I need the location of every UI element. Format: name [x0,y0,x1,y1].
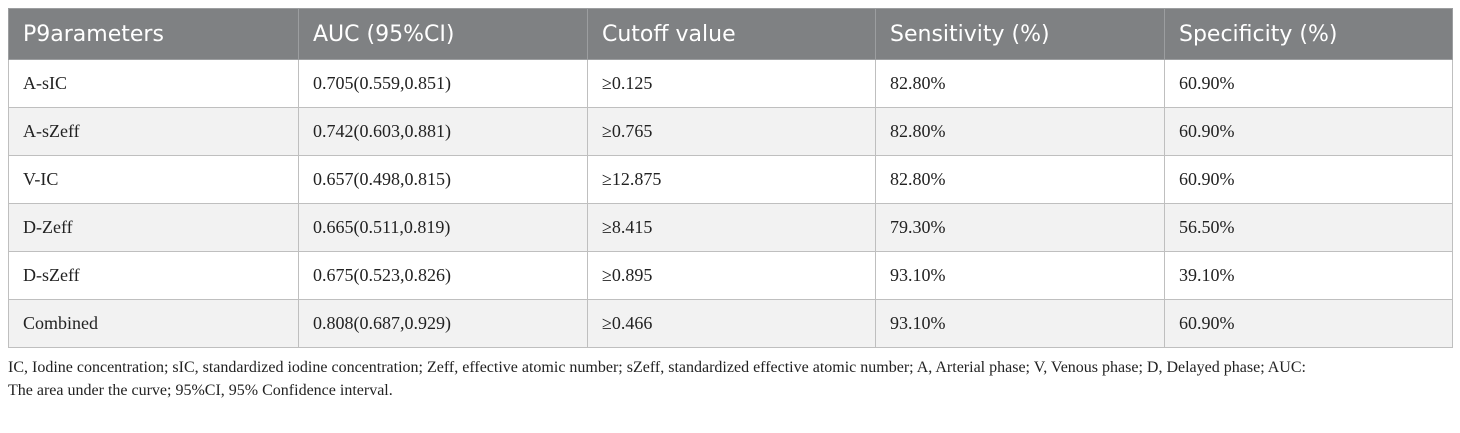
cell-specificity: 56.50% [1164,203,1453,252]
cell-cutoff: ≥0.765 [587,107,876,156]
column-header-specificity: Specificity (%) [1164,8,1453,60]
cell-parameter: A-sZeff [8,107,299,156]
cell-cutoff: ≥0.466 [587,299,876,348]
table-row: V-IC 0.657(0.498,0.815) ≥12.875 82.80% 6… [8,155,1453,204]
cell-parameter: D-Zeff [8,203,299,252]
cell-sensitivity: 82.80% [875,107,1165,156]
cell-specificity: 60.90% [1164,299,1453,348]
cell-cutoff: ≥12.875 [587,155,876,204]
cell-specificity: 60.90% [1164,59,1453,108]
column-header-parameters: P9arameters [8,8,299,60]
cell-sensitivity: 82.80% [875,155,1165,204]
table-row: D-Zeff 0.665(0.511,0.819) ≥8.415 79.30% … [8,203,1453,252]
table-row: A-sIC 0.705(0.559,0.851) ≥0.125 82.80% 6… [8,59,1453,108]
footnote-line-1: IC, Iodine concentration; sIC, standardi… [8,359,1306,376]
cell-auc: 0.742(0.603,0.881) [298,107,588,156]
column-header-auc: AUC (95%CI) [298,8,588,60]
cell-cutoff: ≥8.415 [587,203,876,252]
cell-auc: 0.657(0.498,0.815) [298,155,588,204]
cell-specificity: 39.10% [1164,251,1453,300]
column-header-sensitivity: Sensitivity (%) [875,8,1165,60]
cell-auc: 0.705(0.559,0.851) [298,59,588,108]
results-table: P9arameters AUC (95%CI) Cutoff value Sen… [8,8,1453,348]
cell-auc: 0.665(0.511,0.819) [298,203,588,252]
cell-parameter: V-IC [8,155,299,204]
cell-auc: 0.675(0.523,0.826) [298,251,588,300]
cell-sensitivity: 93.10% [875,251,1165,300]
cell-sensitivity: 93.10% [875,299,1165,348]
column-header-cutoff: Cutoff value [587,8,876,60]
cell-parameter: D-sZeff [8,251,299,300]
cell-specificity: 60.90% [1164,107,1453,156]
cell-cutoff: ≥0.895 [587,251,876,300]
table-row: D-sZeff 0.675(0.523,0.826) ≥0.895 93.10%… [8,251,1453,300]
cell-sensitivity: 82.80% [875,59,1165,108]
footnote-line-2: The area under the curve; 95%CI, 95% Con… [8,382,393,399]
table-container: P9arameters AUC (95%CI) Cutoff value Sen… [8,8,1453,402]
table-row: Combined 0.808(0.687,0.929) ≥0.466 93.10… [8,299,1453,348]
cell-parameter: Combined [8,299,299,348]
cell-auc: 0.808(0.687,0.929) [298,299,588,348]
header-row: P9arameters AUC (95%CI) Cutoff value Sen… [8,8,1453,60]
table-footnote: IC, Iodine concentration; sIC, standardi… [8,356,1452,402]
cell-sensitivity: 79.30% [875,203,1165,252]
cell-specificity: 60.90% [1164,155,1453,204]
cell-cutoff: ≥0.125 [587,59,876,108]
cell-parameter: A-sIC [8,59,299,108]
table-row: A-sZeff 0.742(0.603,0.881) ≥0.765 82.80%… [8,107,1453,156]
